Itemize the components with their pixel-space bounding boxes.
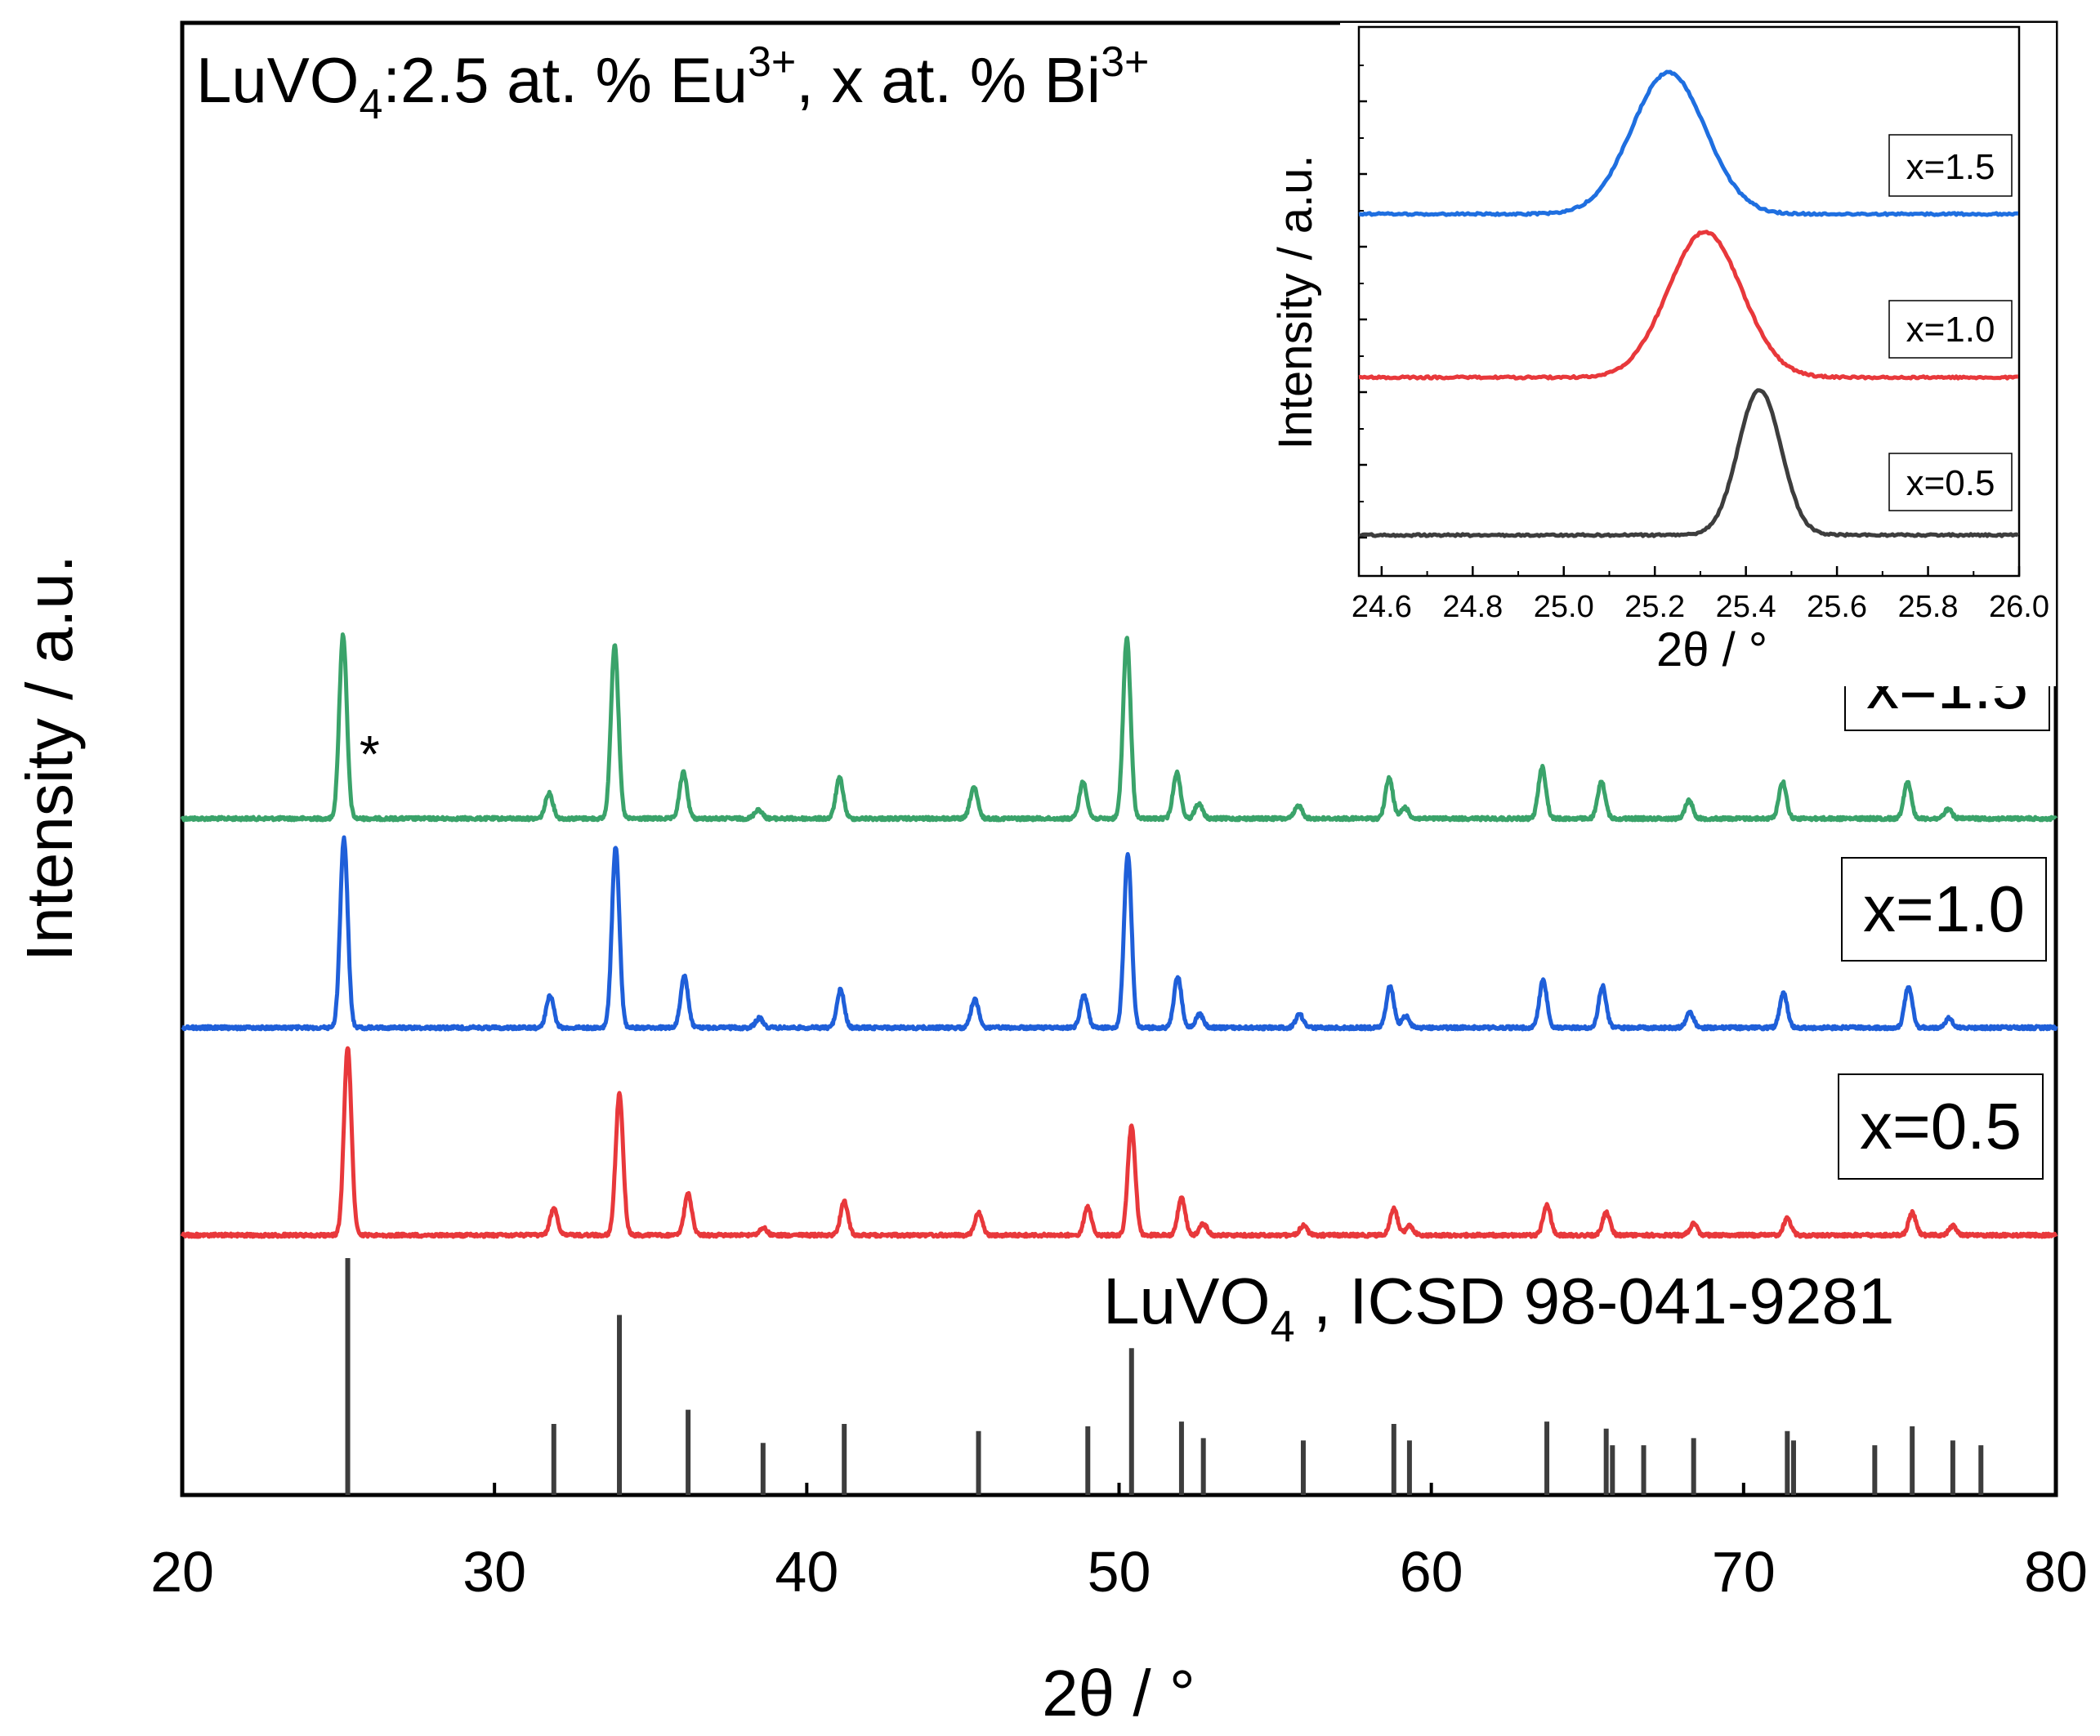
inset-x-tick-label: 24.8 (1442, 590, 1503, 624)
inset-label-box-x15 (1888, 134, 2013, 197)
inset-y-axis-label: Intensity / a.u. (1269, 154, 1322, 449)
reference-lines-group (345, 1258, 1984, 1495)
title-part-b: :2.5 at. % Eu (382, 44, 748, 116)
inset-label-x15: x=1.5 (1906, 147, 1995, 187)
x-tick-label: 50 (1088, 1540, 1151, 1604)
inset-label-box-x05 (1888, 453, 2013, 511)
x-axis-label: 2θ / ° (1042, 1657, 1195, 1729)
inset-series-line-x10 (1358, 230, 2019, 381)
inset-x-tick-label: 24.6 (1352, 590, 1412, 624)
inset-label-x05: x=0.5 (1906, 463, 1995, 503)
title-part-a: LuVO (196, 44, 359, 116)
inset-x-tick-label: 25.8 (1898, 590, 1959, 624)
reference-label-sub: 4 (1271, 1302, 1295, 1351)
x-tick-label: 20 (150, 1540, 214, 1604)
inset-x-tick-label: 25.6 (1807, 590, 1867, 624)
inset-plot: 24.6 24.8 25.0 25.2 25.4 25.6 25.8 26.0 Intensi… (1269, 23, 2056, 686)
inset-series-group (1358, 69, 2020, 538)
title-part-c-sup: 3+ (1101, 38, 1149, 86)
reference-label-rest: , ICSD 98-041-9281 (1295, 1265, 1895, 1337)
title-part-a-sub: 4 (359, 81, 382, 128)
main-x-axis: 20 30 40 50 60 70 80 (150, 1483, 2088, 1604)
inset-x-tick-label: 25.2 (1624, 590, 1685, 624)
inset-frame (1357, 25, 2021, 578)
label-x10: x=1.0 (1863, 872, 2025, 945)
x-tick-label: 80 (2024, 1540, 2088, 1604)
x-tick-label: 30 (462, 1540, 526, 1604)
label-box-x10 (1841, 857, 2047, 962)
title-part-b-sup: 3+ (748, 38, 796, 86)
inset-x-tick-label: 25.4 (1716, 590, 1776, 624)
inset-x-axis-label: 2θ / ° (1656, 623, 1767, 676)
inset-series-line-x15 (1358, 69, 2019, 217)
inset-x-tick-label: 25.0 (1534, 590, 1594, 624)
inset-label-box-x10 (1888, 300, 2013, 359)
impurity-star-marker: * (360, 725, 380, 783)
x-tick-label: 60 (1400, 1540, 1463, 1604)
reference-label-main: LuVO (1103, 1265, 1271, 1337)
label-x05: x=0.5 (1860, 1090, 2022, 1163)
reference-label: LuVO4 , ICSD 98-041-9281 (1103, 1265, 1894, 1351)
inset-axes-group: 24.6 24.8 25.0 25.2 25.4 25.6 25.8 26.0 (1352, 65, 2049, 624)
main-series-group (180, 632, 2058, 1239)
series-line-x05 (180, 1046, 2058, 1239)
inset-series-line-x05 (1358, 388, 2020, 538)
title-part-c: , x at. % Bi (796, 44, 1101, 116)
inset-label-x10: x=1.0 (1906, 310, 1995, 350)
series-labels: x=1.5 x=1.0 x=0.5 (1838, 642, 2050, 1180)
series-line-x10 (181, 835, 2058, 1032)
inset-x-tick-label: 26.0 (1989, 590, 2049, 624)
x-tick-label: 70 (1712, 1540, 1776, 1604)
x-tick-label: 40 (775, 1540, 838, 1604)
series-line-x15 (180, 632, 2058, 823)
chart-title: LuVO4:2.5 at. % Eu3+, x at. % Bi3+ (196, 38, 1149, 128)
y-axis-label: Intensity / a.u. (13, 555, 86, 962)
label-box-x05 (1838, 1073, 2044, 1180)
